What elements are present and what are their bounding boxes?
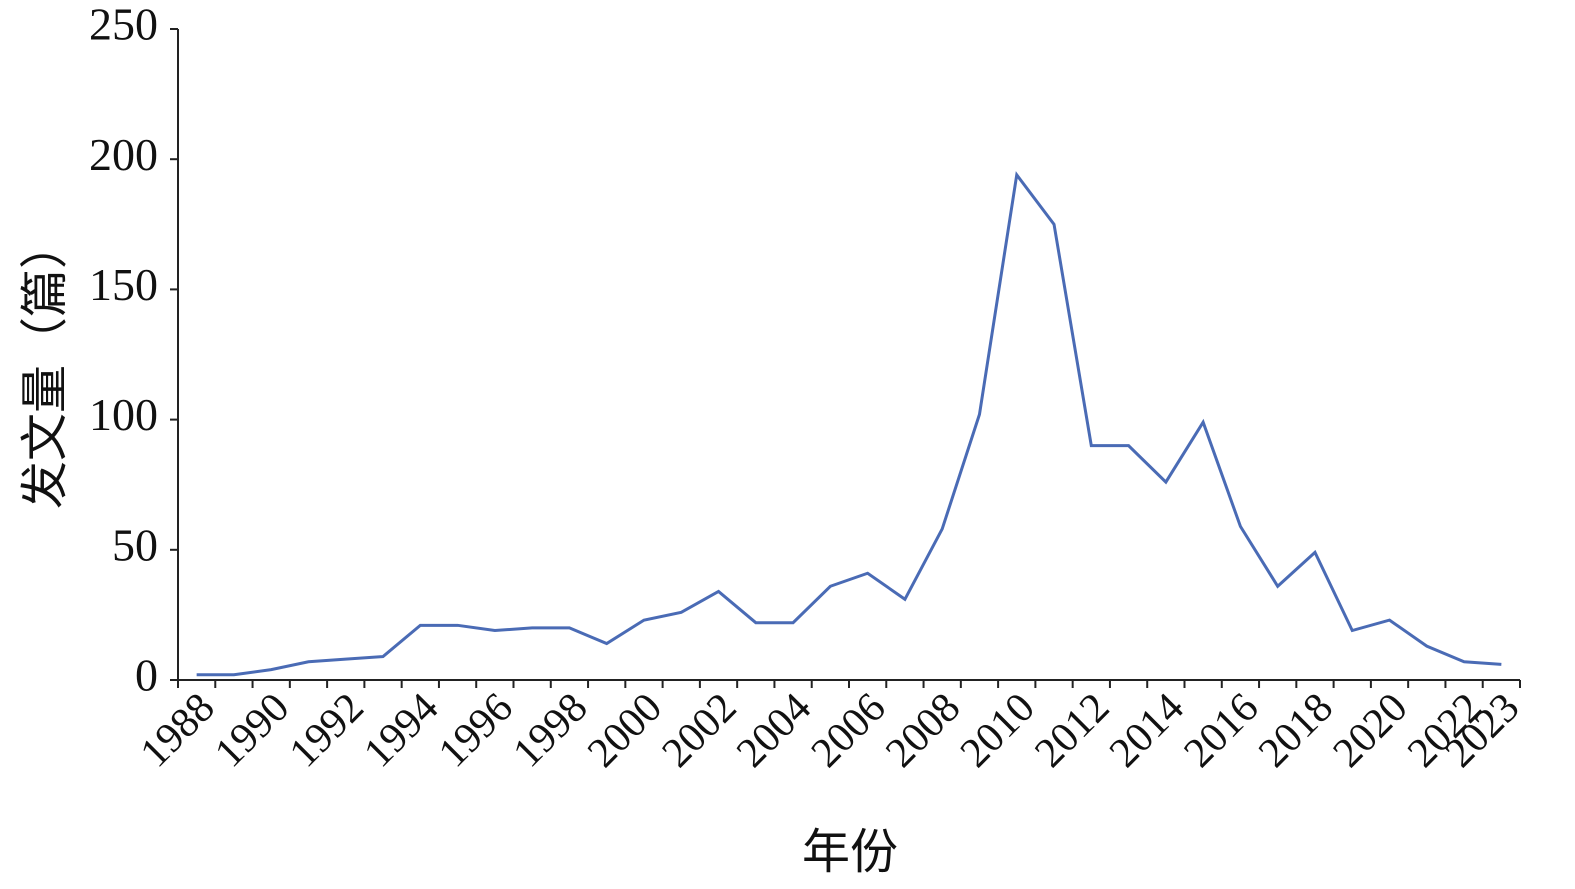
x-tick-label: 2012 [1026, 685, 1118, 777]
series-line [196, 171, 1502, 677]
y-axis-title: 发文量（篇） [19, 221, 72, 509]
y-tick-label: 250 [89, 0, 158, 50]
y-tick-label: 50 [112, 519, 158, 570]
x-tick-label: 2006 [803, 685, 895, 777]
x-tick-label: 2020 [1325, 685, 1417, 777]
x-tick-label: 2014 [1101, 685, 1193, 777]
x-tick-label: 2004 [728, 685, 820, 777]
x-tick-label: 1994 [355, 685, 447, 777]
y-tick-label: 0 [135, 650, 158, 701]
y-tick-label: 100 [89, 389, 158, 440]
x-tick-label: 2000 [579, 685, 671, 777]
x-tick-label: 2008 [877, 685, 969, 777]
x-tick-label: 2016 [1176, 685, 1268, 777]
y-tick-label: 200 [89, 129, 158, 180]
x-axis-title: 年份 [802, 826, 898, 879]
x-tick-label: 1998 [505, 685, 597, 777]
x-tick-label: 2018 [1250, 685, 1342, 777]
x-tick-label: 1990 [206, 685, 298, 777]
x-tick-label: 1992 [281, 685, 373, 777]
x-tick-label: 2002 [654, 685, 746, 777]
x-tick-label: 1996 [430, 685, 522, 777]
x-tick-label: 2010 [952, 685, 1044, 777]
y-tick-label: 150 [89, 259, 158, 310]
